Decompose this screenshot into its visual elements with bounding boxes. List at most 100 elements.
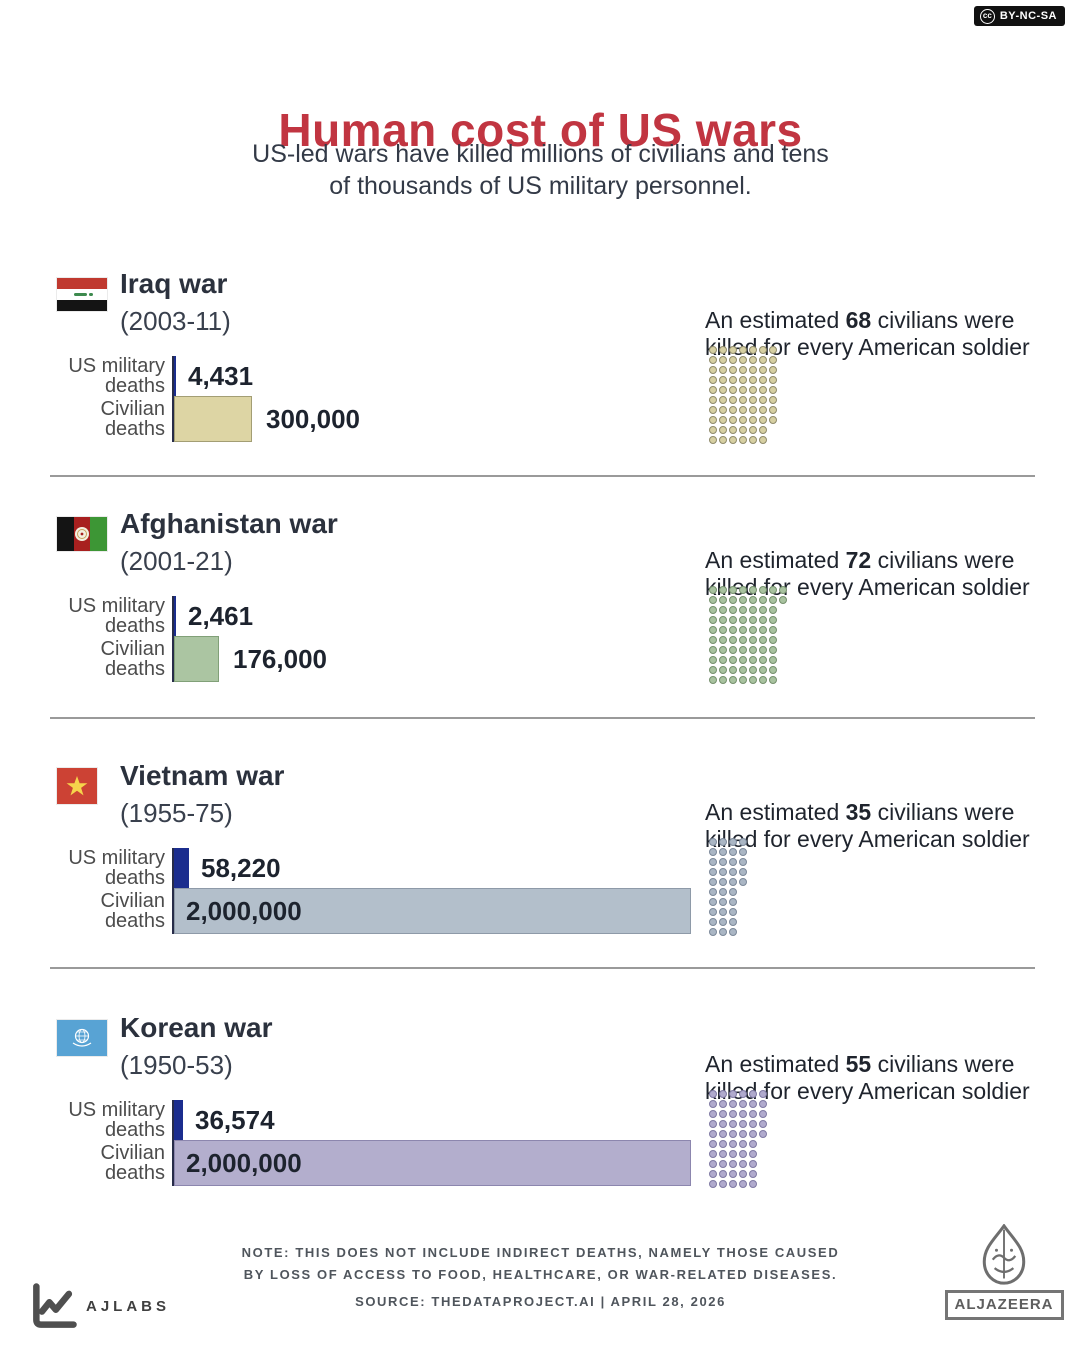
civilian-dot bbox=[719, 586, 727, 594]
civilian-dot bbox=[709, 406, 717, 414]
civilian-dot bbox=[719, 596, 727, 604]
civilian-dot bbox=[759, 406, 767, 414]
civilian-dot bbox=[729, 1120, 737, 1128]
civilian-dot bbox=[769, 646, 777, 654]
civilian-dot bbox=[729, 898, 737, 906]
civilian-dot bbox=[729, 426, 737, 434]
civilian-dot bbox=[759, 386, 767, 394]
civilian-dot bbox=[729, 1140, 737, 1148]
civilian-dot bbox=[749, 1110, 757, 1118]
civilian-dot bbox=[779, 596, 787, 604]
ratio-number: 72 bbox=[845, 547, 872, 573]
civilian-deaths-value: 2,000,000 bbox=[186, 1147, 302, 1178]
ratio-prefix: An estimated bbox=[705, 547, 840, 573]
civilian-dot bbox=[729, 666, 737, 674]
ratio-prefix: An estimated bbox=[705, 307, 840, 333]
civilian-dot bbox=[709, 1100, 717, 1108]
civilian-dot bbox=[759, 1090, 767, 1098]
civilian-dot bbox=[759, 666, 767, 674]
civilian-dot bbox=[729, 1170, 737, 1178]
civilian-dot bbox=[769, 386, 777, 394]
civilian-dot bbox=[709, 676, 717, 684]
civilian-dot bbox=[719, 366, 727, 374]
ratio-statement: An estimated 55 civilians were killed fo… bbox=[705, 1051, 1063, 1105]
footnote-line-2: BY LOSS OF ACCESS TO FOOD, HEALTHCARE, O… bbox=[243, 1267, 838, 1282]
civilian-dot bbox=[749, 356, 757, 364]
civilian-dot bbox=[739, 386, 747, 394]
civilian-dot bbox=[769, 666, 777, 674]
civilian-dot bbox=[729, 848, 737, 856]
civilian-dot bbox=[709, 838, 717, 846]
civilian-dot bbox=[719, 1130, 727, 1138]
civilian-dot bbox=[759, 656, 767, 664]
civilian-dot bbox=[719, 416, 727, 424]
civilian-dot bbox=[749, 1180, 757, 1188]
cc-license-label: BY-NC-SA bbox=[999, 10, 1057, 22]
civilian-dot bbox=[709, 898, 717, 906]
civilian-deaths-bar bbox=[174, 636, 219, 682]
civilian-dot bbox=[719, 1180, 727, 1188]
iraq-flag bbox=[57, 276, 107, 312]
civilian-dot bbox=[759, 596, 767, 604]
civilian-dot bbox=[739, 838, 747, 846]
civilian-dot bbox=[729, 586, 737, 594]
war-title: Iraq war bbox=[120, 268, 228, 299]
civilian-dot bbox=[759, 606, 767, 614]
ratio-number: 35 bbox=[845, 799, 872, 825]
civilian-dot bbox=[739, 356, 747, 364]
civilian-dot bbox=[709, 366, 717, 374]
vietnam-flag bbox=[57, 768, 107, 804]
civilian-dot bbox=[749, 396, 757, 404]
footnote: NOTE: THIS DOES NOT INCLUDE INDIRECT DEA… bbox=[0, 1242, 1081, 1286]
civilian-dot bbox=[739, 878, 747, 886]
civilian-dot bbox=[739, 626, 747, 634]
axis-line bbox=[172, 1100, 174, 1186]
civilian-dot bbox=[759, 586, 767, 594]
military-deaths-value: 36,574 bbox=[195, 1104, 275, 1135]
civilian-dot bbox=[729, 396, 737, 404]
war-dates: (2003-11) bbox=[120, 306, 231, 336]
civilian-dot bbox=[749, 1120, 757, 1128]
civilian-dot bbox=[739, 868, 747, 876]
civilian-dot bbox=[739, 416, 747, 424]
civilian-dot bbox=[729, 676, 737, 684]
civilian-dot bbox=[729, 868, 737, 876]
civilian-dot bbox=[739, 1180, 747, 1188]
civilian-dot bbox=[779, 586, 787, 594]
section-divider bbox=[50, 967, 1035, 969]
civilian-dot bbox=[719, 396, 727, 404]
subtitle-line-1: US-led wars have killed millions of civi… bbox=[252, 140, 829, 168]
civilian-dot bbox=[719, 1100, 727, 1108]
section-iraq-war: Iraq war (2003-11) US military deaths Ci… bbox=[0, 268, 1081, 478]
civilian-dot bbox=[769, 416, 777, 424]
civilian-dot bbox=[709, 426, 717, 434]
civilian-dot bbox=[709, 586, 717, 594]
military-deaths-bar bbox=[174, 1100, 183, 1140]
civilian-dot bbox=[739, 426, 747, 434]
civilian-dot bbox=[739, 606, 747, 614]
civilian-dot bbox=[739, 616, 747, 624]
civilian-dot bbox=[759, 1100, 767, 1108]
civilian-dot bbox=[709, 1140, 717, 1148]
civilian-dot bbox=[729, 356, 737, 364]
civilian-dot bbox=[709, 416, 717, 424]
civilian-dot bbox=[739, 1120, 747, 1128]
civilian-dot bbox=[749, 426, 757, 434]
aljazeera-wordmark: ALJAZEERA bbox=[954, 1296, 1054, 1313]
civilian-dot bbox=[719, 868, 727, 876]
civilian-dot bbox=[749, 596, 757, 604]
civilian-dot bbox=[719, 386, 727, 394]
civilian-dot bbox=[769, 396, 777, 404]
civilian-deaths-value: 300,000 bbox=[266, 403, 360, 434]
section-afghanistan-war: Afghanistan war (2001-21) US military de… bbox=[0, 508, 1081, 718]
civilian-dot bbox=[759, 346, 767, 354]
civilian-dot bbox=[729, 416, 737, 424]
civilian-dot bbox=[729, 656, 737, 664]
civilian-dot bbox=[719, 426, 727, 434]
civilian-dot bbox=[719, 656, 727, 664]
subtitle-line-2: of thousands of US military personnel. bbox=[329, 172, 752, 200]
military-deaths-bar bbox=[174, 848, 189, 888]
civilian-dot bbox=[739, 1110, 747, 1118]
civilian-dot bbox=[719, 1110, 727, 1118]
civilian-dot bbox=[709, 656, 717, 664]
